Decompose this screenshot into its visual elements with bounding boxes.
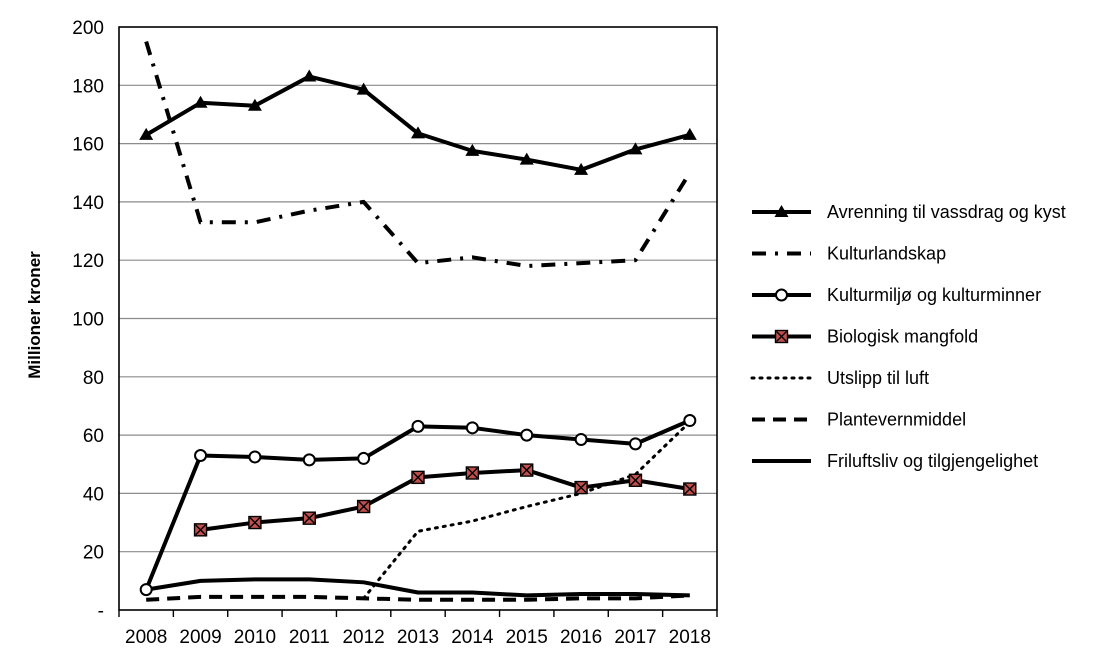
circle-marker [411, 419, 425, 433]
y-tick-label: 160 [72, 135, 104, 156]
legend-label: Avrenning til vassdrag og kyst [827, 202, 1066, 222]
series-line-3 [144, 418, 691, 591]
y-tick-label: 200 [72, 18, 104, 39]
x-tick-label: 2011 [289, 627, 330, 648]
legend-label: Kulturmiljø og kulturminner [827, 285, 1041, 305]
triangle-marker [774, 205, 789, 217]
triangle-marker [628, 142, 643, 155]
x-tick-label: 2009 [179, 627, 221, 648]
triangle-marker [465, 143, 480, 156]
legend-item: Utslipp til luft [750, 368, 929, 388]
circle-marker [465, 421, 479, 435]
series-markers [139, 69, 697, 597]
circle-marker [683, 414, 697, 428]
triangle-marker [574, 162, 589, 175]
circle-marker [357, 451, 371, 465]
square-x-marker [302, 511, 316, 525]
series-line-2 [144, 41, 692, 269]
legend-label: Utslipp til luft [827, 368, 929, 388]
square-x-marker [193, 523, 208, 537]
x-tick-label: 2016 [560, 627, 602, 648]
square-x-marker [683, 482, 697, 496]
y-tick-label: 60 [83, 426, 104, 447]
circle-marker [194, 449, 208, 463]
legend-label: Biologisk mangfold [827, 327, 978, 347]
legend-label: Friluftsliv og tilgjengelighet [827, 451, 1038, 471]
triangle-marker [247, 98, 262, 111]
circle-marker [302, 453, 316, 467]
triangle-marker [302, 69, 317, 82]
y-tick-label: 140 [72, 193, 104, 214]
square-x-marker [520, 463, 534, 477]
legend-label: Kulturlandskap [827, 244, 946, 264]
legend-item: Avrenning til vassdrag og kyst [752, 202, 1066, 222]
circle-marker [139, 583, 153, 597]
square-x-marker [465, 466, 480, 480]
square-x-marker [248, 515, 262, 530]
triangle-marker [682, 127, 697, 140]
triangle-marker [139, 127, 154, 140]
x-tick-label: 2014 [451, 627, 494, 648]
circle-marker [628, 437, 642, 451]
square-x-marker [574, 480, 588, 495]
x-tick-label: 2017 [614, 627, 656, 648]
x-tick-label: 2018 [669, 627, 711, 648]
y-tick-label: 20 [83, 543, 104, 564]
circle-marker [775, 288, 788, 302]
y-tick-label: 80 [83, 368, 104, 389]
circle-marker [520, 428, 534, 442]
triangle-marker [519, 152, 534, 165]
x-tick-label: 2010 [234, 627, 276, 648]
series-line-5 [362, 420, 692, 600]
legend-item: Biologisk mangfold [752, 327, 978, 347]
square-x-marker [628, 473, 643, 487]
square-x-marker [411, 470, 425, 485]
legend-item: Plantevernmiddel [752, 410, 966, 430]
circle-marker [574, 432, 588, 446]
y-tick-label: 120 [72, 251, 104, 272]
series-line-7 [145, 577, 690, 598]
tick-labels: - 20 40 60 80 100 120 140 160 180 200 2008 2009 2010 2… [72, 18, 711, 648]
square-x-marker [356, 499, 371, 514]
legend-item: Kulturmiljø og kulturminner [752, 285, 1041, 305]
series-line-4 [200, 468, 691, 532]
series-line-1 [145, 74, 691, 172]
triangle-marker [356, 82, 371, 95]
legend-item: Kulturlandskap [752, 244, 946, 264]
triangle-marker [411, 126, 425, 139]
square-x-marker [774, 329, 789, 344]
x-tick-label: 2013 [397, 627, 439, 648]
y-tick-label: 180 [72, 76, 104, 97]
legend-item: Friluftsliv og tilgjengelighet [752, 451, 1038, 471]
series-line-6 [146, 593, 690, 602]
plot-area-border [118, 26, 718, 611]
y-tick-label: 40 [83, 484, 104, 505]
x-tick-label: 2008 [125, 627, 167, 648]
x-tick-label: 2012 [342, 627, 384, 648]
y-axis-label: Millioner kroner [25, 251, 44, 379]
x-tick-label: 2015 [506, 627, 548, 648]
triangle-marker [193, 95, 208, 108]
y-tick-label: - [98, 601, 104, 622]
axes [118, 26, 718, 617]
legend-label: Plantevernmiddel [827, 410, 966, 430]
series-lines [144, 41, 692, 602]
y-tick-label: 100 [72, 310, 104, 331]
circle-marker [248, 450, 262, 464]
legend: Avrenning til vassdrag og kyst Kulturland… [750, 202, 1066, 471]
